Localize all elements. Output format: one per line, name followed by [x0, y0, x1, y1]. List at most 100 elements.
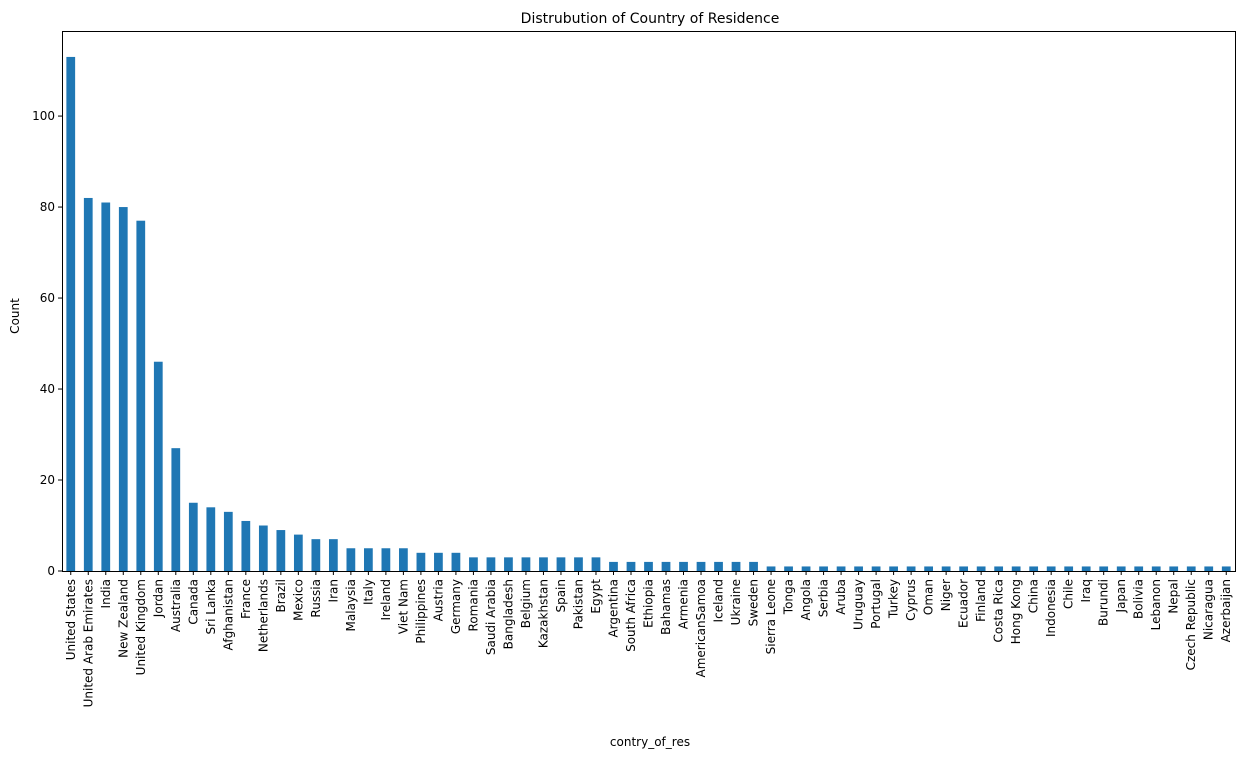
y-tick-label: 100	[32, 109, 55, 123]
x-tick-label: AmericanSamoa	[694, 579, 708, 677]
bar	[591, 557, 601, 571]
bar	[66, 56, 76, 572]
x-tick-label: Hong Kong	[1009, 579, 1023, 644]
x-tick-label: Czech Republic	[1184, 579, 1198, 670]
bar	[1046, 566, 1056, 571]
bar	[959, 566, 969, 571]
bars-group	[66, 56, 1231, 572]
x-tick-label: Costa Rica	[992, 579, 1006, 642]
x-tick-label: Japan	[1114, 579, 1128, 613]
x-tick-label: Ecuador	[957, 579, 971, 628]
bar	[223, 511, 233, 571]
y-tick-label: 20	[40, 473, 55, 487]
x-tick-label: Azerbaijan	[1219, 579, 1233, 642]
bar	[1011, 566, 1021, 571]
x-tick-label: Malaysia	[344, 579, 358, 631]
x-tick-label: Aruba	[834, 579, 848, 615]
bar	[188, 502, 198, 571]
bar	[153, 361, 163, 571]
x-tick-label: Ireland	[379, 579, 393, 621]
bar	[784, 566, 793, 571]
x-tick-label: Austria	[431, 579, 445, 621]
x-tick-label: Uruguay	[852, 579, 866, 630]
x-tick-label: Chile	[1062, 579, 1076, 609]
bar	[924, 566, 933, 571]
x-tick-label: United Kingdom	[134, 579, 148, 675]
x-tick-label: Italy	[361, 579, 375, 605]
x-tick-label: Angola	[799, 579, 813, 620]
x-tick-label: Spain	[554, 579, 568, 613]
bar	[1029, 566, 1039, 571]
x-tick-label: Niger	[939, 579, 953, 611]
bar	[1186, 566, 1196, 571]
x-tick-label: Ethiopia	[642, 579, 656, 628]
bar	[819, 566, 828, 571]
x-tick-label: Oman	[922, 579, 936, 615]
bar	[854, 566, 863, 571]
bar	[801, 566, 811, 571]
x-tick-label: Bangladesh	[501, 579, 515, 649]
x-tick-label: Australia	[169, 579, 183, 632]
bar	[469, 557, 478, 571]
x-tick-label: Iraq	[1079, 579, 1093, 602]
x-tick-label: Portugal	[869, 579, 883, 629]
bar	[574, 557, 583, 571]
x-tick-label: Russia	[309, 579, 323, 618]
bar	[504, 557, 513, 571]
bar	[731, 561, 741, 571]
x-tick-label: Cyprus	[904, 579, 918, 621]
x-tick-label: South Africa	[624, 579, 638, 652]
bar	[486, 557, 496, 571]
x-tick-label: Nicaragua	[1202, 579, 1216, 640]
x-tick-label: Brazil	[274, 579, 288, 613]
bar	[1221, 566, 1231, 571]
x-tick-label: Burundi	[1097, 579, 1111, 626]
bar	[434, 552, 443, 571]
bar	[1204, 566, 1214, 571]
x-tick-label: Indonesia	[1044, 579, 1058, 637]
x-tick-label: Sierra Leone	[764, 579, 778, 654]
bar	[1134, 566, 1144, 571]
x-tick-label: Serbia	[817, 579, 831, 617]
x-tick-label: Turkey	[887, 579, 901, 619]
y-tick-label: 0	[47, 564, 55, 578]
bar	[539, 557, 548, 571]
x-tick-label: Saudi Arabia	[484, 579, 498, 655]
x-tick-label: Iran	[326, 579, 340, 602]
x-tick-label: Sweden	[747, 579, 761, 626]
bar	[311, 539, 321, 571]
bar	[1169, 566, 1179, 571]
x-tick-label: Canada	[186, 579, 200, 625]
bar	[1081, 566, 1091, 571]
bar	[556, 557, 566, 571]
x-tick-label: Armenia	[677, 579, 691, 629]
bar	[714, 561, 723, 571]
y-axis: 0 20 40 60 80 100	[32, 109, 62, 578]
x-tick-label: Kazakhstan	[536, 579, 550, 648]
bar	[118, 207, 128, 571]
x-tick-label: Germany	[449, 579, 463, 634]
x-tick-label: Ukraine	[729, 579, 743, 625]
bar	[1116, 566, 1126, 571]
chart-title: Distrubution of Country of Residence	[521, 11, 780, 27]
x-tick-label: Mexico	[291, 579, 305, 621]
bar	[749, 561, 758, 571]
bar	[976, 566, 986, 571]
x-axis-title: contry_of_res	[610, 735, 690, 749]
x-tick-label: Lebanon	[1149, 579, 1163, 630]
x-tick-label: Pakistan	[571, 579, 585, 629]
bar	[136, 220, 146, 571]
x-tick-label: Nepal	[1167, 579, 1181, 614]
bar	[609, 561, 618, 571]
bar	[1099, 566, 1109, 571]
bar	[1064, 566, 1074, 571]
x-tick-label: Iceland	[712, 579, 726, 622]
bar	[766, 566, 776, 571]
bar	[871, 566, 881, 571]
x-tick-label: India	[99, 579, 113, 608]
bar	[941, 566, 951, 571]
bar	[83, 197, 93, 571]
bar	[241, 520, 251, 571]
bar	[399, 548, 408, 571]
